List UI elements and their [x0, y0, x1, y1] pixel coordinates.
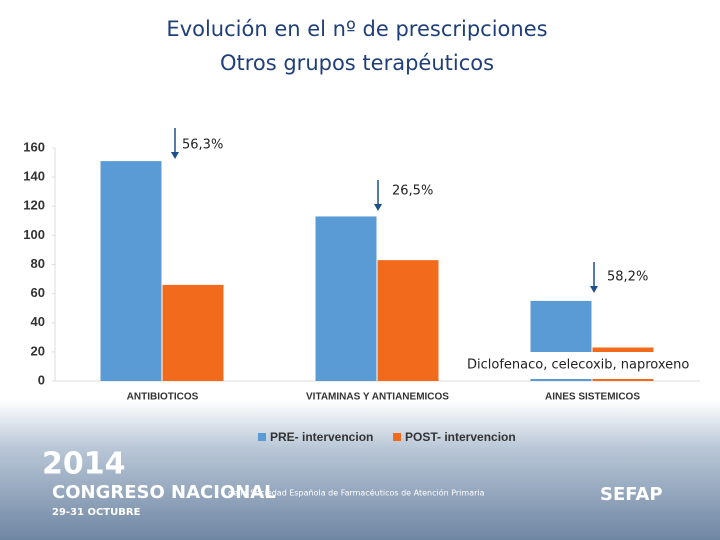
y-tick-label: 20: [31, 343, 45, 358]
bar: [162, 284, 224, 381]
legend-label: PRE- intervencion: [270, 430, 373, 444]
footer-band: [0, 400, 720, 540]
bar: [100, 161, 162, 381]
footer-congress: CONGRESO NACIONAL: [52, 482, 276, 503]
y-tick-label: 80: [31, 256, 45, 271]
footer-dates: 29-31 OCTUBRE: [52, 507, 141, 518]
legend-swatch: [393, 433, 401, 441]
y-tick-label: 100: [23, 227, 45, 242]
title-line: Otros grupos terapéuticos: [220, 51, 494, 75]
footer-logo: SEFAP: [600, 484, 663, 505]
y-tick-label: 60: [31, 285, 45, 300]
y-tick-label: 160: [23, 139, 45, 154]
title-line: Evolución en el nº de prescripciones: [166, 17, 547, 41]
annotation: 58,2%: [607, 270, 648, 285]
bar: [377, 260, 439, 381]
y-tick-label: 0: [38, 372, 45, 387]
x-tick-label: ANTIBIOTICOS: [127, 392, 199, 403]
annotation-arrowhead: [374, 204, 382, 211]
y-tick-label: 120: [23, 198, 45, 213]
annotation-arrowhead: [171, 152, 179, 159]
annotation: Diclofenaco, celecoxib, naproxeno: [467, 358, 689, 373]
y-tick-label: 40: [31, 314, 45, 329]
x-tick-label: AINES SISTEMICOS: [545, 392, 640, 403]
legend-label: POST- intervencion: [405, 430, 516, 444]
y-tick-label: 140: [23, 169, 45, 184]
bar: [315, 216, 377, 381]
footer: 2014 CONGRESO NACIONAL de la Sociedad Es…: [42, 447, 663, 519]
annotation: 56,3%: [182, 138, 223, 153]
footer-year: 2014: [42, 447, 126, 482]
annotation-arrowhead: [590, 286, 598, 293]
x-tick-label: VITAMINAS Y ANTIANEMICOS: [306, 392, 449, 403]
annotation-box: [463, 352, 693, 379]
footer-society: de la Sociedad Española de Farmacéuticos…: [228, 488, 485, 498]
annotation: 26,5%: [392, 184, 433, 199]
legend-swatch: [258, 433, 266, 441]
